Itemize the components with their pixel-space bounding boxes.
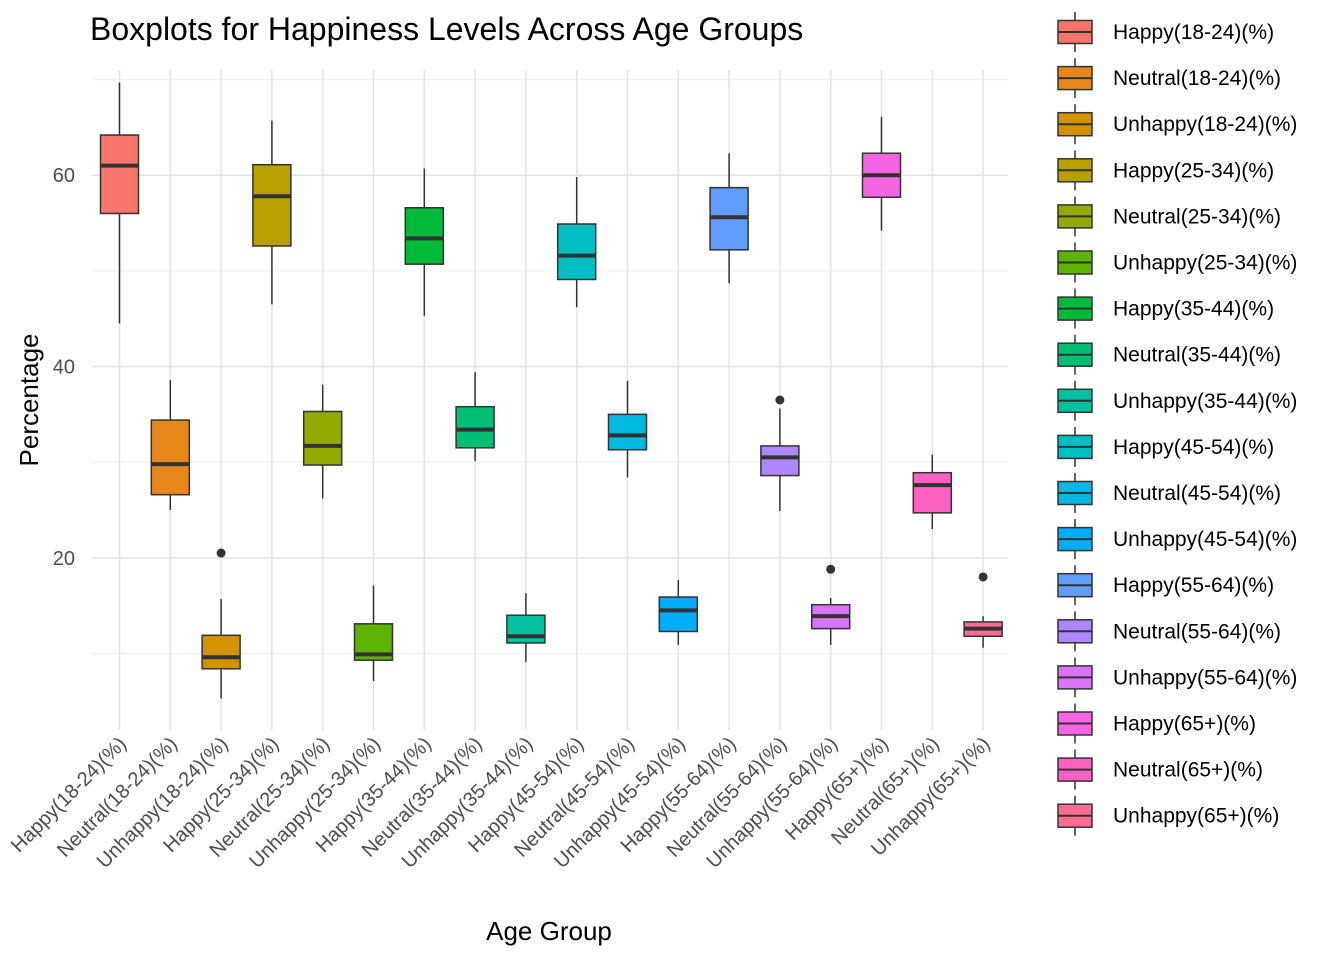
legend-item: Neutral(65+)(%)	[1057, 749, 1263, 790]
legend-label: Neutral(18-24)(%)	[1113, 67, 1281, 90]
legend-label: Neutral(65+)(%)	[1113, 759, 1263, 782]
box-7	[404, 168, 445, 316]
box-17	[912, 454, 953, 530]
legend-label: Unhappy(65+)(%)	[1113, 805, 1279, 828]
box-body	[404, 206, 445, 265]
legend-label: Happy(45-54)(%)	[1113, 436, 1274, 459]
box-3	[201, 548, 241, 699]
box-18	[963, 572, 1003, 648]
box-16	[861, 116, 902, 231]
legend-item: Neutral(25-34)(%)	[1057, 196, 1281, 237]
chart-title: Boxplots for Happiness Levels Across Age…	[90, 11, 803, 47]
x-axis-title: Age Group	[486, 916, 612, 946]
box-body	[912, 471, 953, 514]
outlier-point	[216, 548, 226, 558]
legend-item: Unhappy(35-44)(%)	[1057, 380, 1297, 421]
legend-label: Happy(35-44)(%)	[1113, 298, 1274, 321]
legend-item: Neutral(35-44)(%)	[1057, 334, 1281, 375]
legend-label: Unhappy(55-64)(%)	[1113, 666, 1297, 689]
box-15	[810, 564, 851, 645]
box-4	[252, 120, 292, 305]
box-12	[658, 579, 699, 645]
box-body	[607, 413, 648, 451]
outlier-point	[775, 395, 785, 405]
box-body	[556, 223, 597, 281]
box-layer	[99, 82, 1003, 699]
legend: Happy(18-24)(%) Neutral(18-24)(%) Unhappy(…	[1057, 12, 1297, 836]
box-body	[658, 596, 699, 633]
box-10	[556, 177, 597, 308]
legend-item: Unhappy(45-54)(%)	[1057, 519, 1297, 560]
legend-item: Happy(25-34)(%)	[1057, 150, 1274, 191]
legend-label: Happy(65+)(%)	[1113, 713, 1256, 736]
box-body	[455, 405, 495, 449]
legend-item: Happy(35-44)(%)	[1057, 288, 1274, 329]
legend-item: Unhappy(55-64)(%)	[1057, 657, 1297, 698]
box-2	[150, 379, 191, 510]
box-body	[760, 445, 800, 477]
legend-label: Unhappy(45-54)(%)	[1113, 528, 1297, 551]
outlier-point	[978, 572, 988, 582]
box-1	[99, 82, 140, 324]
box-body	[506, 614, 546, 644]
legend-item: Happy(18-24)(%)	[1057, 12, 1274, 52]
legend-label: Neutral(55-64)(%)	[1113, 620, 1281, 643]
box-body	[302, 410, 343, 466]
legend-label: Happy(25-34)(%)	[1113, 159, 1274, 182]
legend-item: Happy(55-64)(%)	[1057, 565, 1274, 606]
legend-label: Neutral(25-34)(%)	[1113, 205, 1281, 228]
box-13	[709, 153, 749, 284]
legend-label: Happy(55-64)(%)	[1113, 574, 1274, 597]
y-tick-label: 40	[53, 357, 75, 379]
box-body	[150, 419, 191, 496]
box-8	[455, 372, 495, 462]
y-tick-label: 60	[53, 165, 75, 187]
legend-item: Unhappy(25-34)(%)	[1057, 242, 1297, 283]
legend-item: Neutral(18-24)(%)	[1057, 58, 1281, 99]
legend-label: Neutral(35-44)(%)	[1113, 344, 1281, 367]
box-14	[760, 395, 800, 511]
legend-label: Happy(18-24)(%)	[1113, 21, 1274, 44]
box-body	[201, 634, 241, 670]
legend-item: Happy(45-54)(%)	[1057, 426, 1274, 467]
box-9	[506, 593, 546, 663]
box-11	[607, 380, 648, 478]
legend-item: Neutral(55-64)(%)	[1057, 611, 1281, 652]
legend-item: Happy(65+)(%)	[1057, 703, 1256, 744]
y-axis-title: Percentage	[14, 334, 44, 467]
legend-item: Unhappy(65+)(%)	[1057, 795, 1279, 836]
legend-label: Unhappy(25-34)(%)	[1113, 252, 1297, 275]
box-body	[99, 134, 140, 215]
box-5	[302, 384, 343, 499]
outlier-point	[826, 564, 836, 574]
legend-item: Unhappy(18-24)(%)	[1057, 104, 1297, 145]
legend-label: Neutral(45-54)(%)	[1113, 482, 1281, 505]
legend-label: Unhappy(35-44)(%)	[1113, 390, 1297, 413]
box-body	[252, 163, 292, 247]
legend-item: Neutral(45-54)(%)	[1057, 473, 1281, 513]
box-6	[353, 585, 394, 682]
legend-label: Unhappy(18-24)(%)	[1113, 113, 1297, 136]
y-tick-label: 20	[53, 548, 75, 570]
